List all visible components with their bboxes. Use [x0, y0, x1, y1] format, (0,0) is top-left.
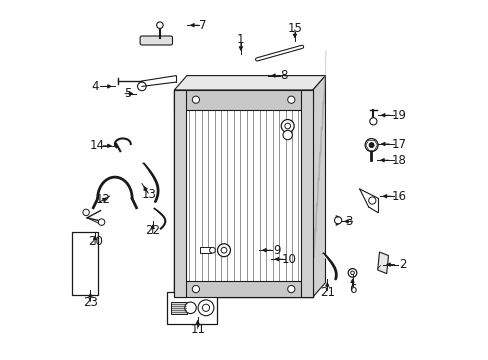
Text: 6: 6	[348, 283, 356, 296]
Text: 8: 8	[280, 69, 287, 82]
Text: 9: 9	[273, 244, 280, 257]
Text: 5: 5	[123, 87, 131, 100]
Circle shape	[281, 120, 294, 132]
Text: 12: 12	[96, 193, 111, 206]
Polygon shape	[174, 76, 325, 90]
Circle shape	[368, 197, 375, 204]
Text: 17: 17	[391, 138, 406, 150]
Bar	[174, 90, 312, 297]
Bar	[170, 302, 186, 314]
Text: 23: 23	[83, 296, 98, 309]
Circle shape	[368, 143, 373, 148]
Text: 14: 14	[89, 139, 104, 152]
Bar	[301, 90, 312, 297]
Circle shape	[209, 247, 215, 253]
Text: 19: 19	[391, 109, 406, 122]
Bar	[174, 90, 185, 297]
Text: 16: 16	[391, 190, 406, 203]
Text: 20: 20	[87, 235, 102, 248]
Circle shape	[287, 285, 294, 293]
Circle shape	[192, 285, 199, 293]
Bar	[167, 292, 217, 324]
Bar	[72, 232, 98, 295]
Circle shape	[217, 244, 230, 257]
Circle shape	[350, 271, 354, 275]
Text: 15: 15	[287, 22, 302, 35]
Text: 7: 7	[199, 19, 206, 32]
Circle shape	[221, 247, 226, 253]
Text: 10: 10	[282, 253, 296, 266]
Text: 11: 11	[190, 323, 205, 336]
Text: 21: 21	[319, 286, 334, 299]
Circle shape	[198, 300, 213, 316]
Text: 18: 18	[391, 154, 406, 167]
Circle shape	[156, 22, 163, 28]
Circle shape	[365, 139, 377, 152]
Circle shape	[369, 118, 376, 125]
Circle shape	[137, 82, 146, 91]
Text: 22: 22	[145, 224, 160, 237]
Bar	[174, 281, 312, 297]
Circle shape	[283, 130, 292, 140]
Bar	[174, 90, 312, 110]
Circle shape	[82, 209, 89, 216]
Circle shape	[202, 304, 209, 311]
Circle shape	[334, 217, 341, 224]
Polygon shape	[377, 252, 387, 274]
Circle shape	[347, 269, 356, 277]
Circle shape	[284, 123, 290, 129]
Circle shape	[98, 219, 104, 225]
Text: 3: 3	[345, 215, 352, 228]
Text: 4: 4	[91, 80, 99, 93]
FancyBboxPatch shape	[140, 36, 172, 45]
Text: 13: 13	[142, 188, 156, 201]
Bar	[200, 247, 211, 253]
Text: 2: 2	[398, 258, 406, 271]
Circle shape	[287, 96, 294, 103]
Circle shape	[192, 96, 199, 103]
Polygon shape	[312, 76, 325, 297]
Text: 1: 1	[237, 33, 244, 46]
Circle shape	[184, 302, 196, 314]
